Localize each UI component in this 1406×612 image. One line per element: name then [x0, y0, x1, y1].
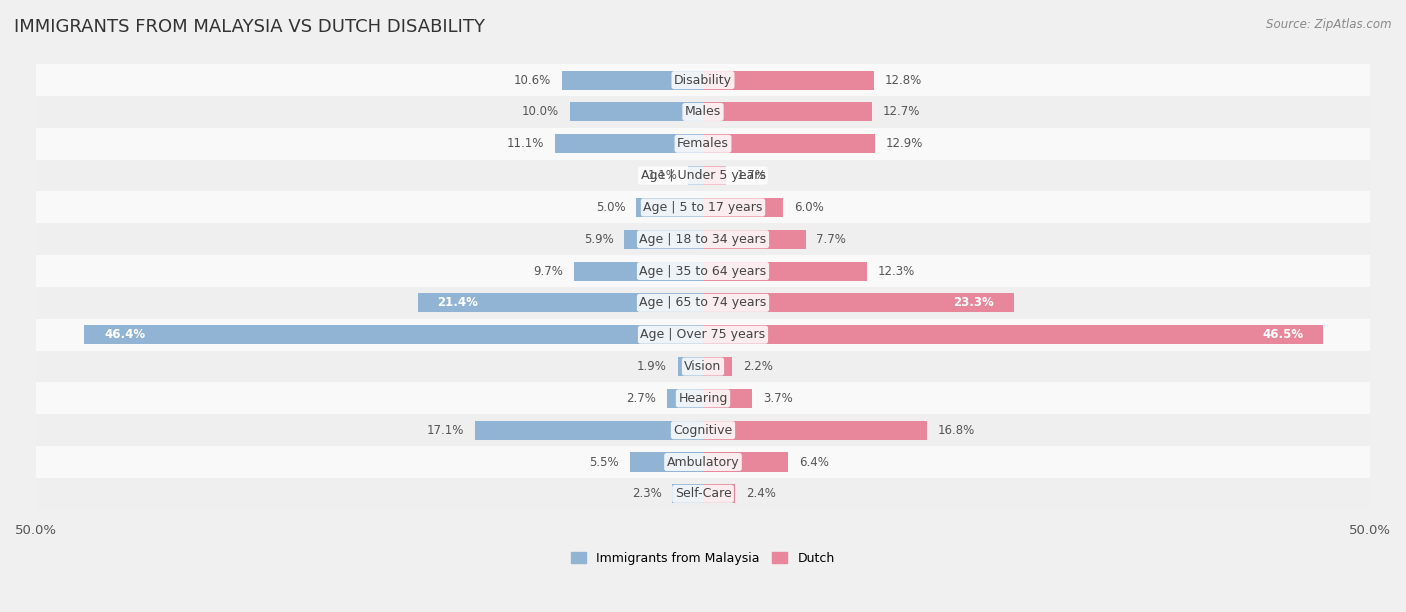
Bar — [703, 261, 868, 281]
Bar — [475, 420, 703, 440]
Bar — [37, 64, 1369, 96]
Text: IMMIGRANTS FROM MALAYSIA VS DUTCH DISABILITY: IMMIGRANTS FROM MALAYSIA VS DUTCH DISABI… — [14, 18, 485, 36]
Bar — [555, 134, 703, 154]
Bar — [37, 287, 1369, 319]
Text: 3.7%: 3.7% — [763, 392, 793, 405]
Text: 12.7%: 12.7% — [883, 105, 921, 119]
Text: 16.8%: 16.8% — [938, 424, 974, 437]
Bar — [561, 70, 703, 90]
Text: 1.1%: 1.1% — [648, 169, 678, 182]
Text: 9.7%: 9.7% — [533, 264, 562, 278]
Text: Cognitive: Cognitive — [673, 424, 733, 437]
Bar — [637, 198, 703, 217]
Bar — [672, 484, 703, 504]
Bar — [703, 134, 875, 154]
Text: Disability: Disability — [673, 73, 733, 87]
Text: 46.5%: 46.5% — [1263, 328, 1303, 341]
Text: Age | 35 to 64 years: Age | 35 to 64 years — [640, 264, 766, 278]
Bar — [703, 230, 806, 249]
Bar — [418, 293, 703, 313]
Bar — [37, 128, 1369, 160]
Text: 1.7%: 1.7% — [737, 169, 766, 182]
Text: 12.3%: 12.3% — [877, 264, 915, 278]
Text: Ambulatory: Ambulatory — [666, 455, 740, 469]
Text: 5.9%: 5.9% — [583, 233, 613, 246]
Text: Self-Care: Self-Care — [675, 487, 731, 501]
Bar — [37, 160, 1369, 192]
Bar — [37, 96, 1369, 128]
Bar — [703, 484, 735, 504]
Bar — [37, 351, 1369, 382]
Bar — [630, 452, 703, 472]
Text: 23.3%: 23.3% — [953, 296, 994, 310]
Legend: Immigrants from Malaysia, Dutch: Immigrants from Malaysia, Dutch — [571, 552, 835, 565]
Bar — [689, 166, 703, 185]
Text: 6.4%: 6.4% — [799, 455, 830, 469]
Text: 2.7%: 2.7% — [627, 392, 657, 405]
Text: 5.5%: 5.5% — [589, 455, 619, 469]
Text: Males: Males — [685, 105, 721, 119]
Text: Source: ZipAtlas.com: Source: ZipAtlas.com — [1267, 18, 1392, 31]
Bar — [37, 414, 1369, 446]
Text: 2.4%: 2.4% — [745, 487, 776, 501]
Bar — [37, 223, 1369, 255]
Text: 12.9%: 12.9% — [886, 137, 924, 151]
Bar — [703, 325, 1323, 345]
Text: 46.4%: 46.4% — [104, 328, 145, 341]
Text: Hearing: Hearing — [678, 392, 728, 405]
Bar — [703, 357, 733, 376]
Bar — [703, 293, 1014, 313]
Bar — [703, 420, 927, 440]
Bar — [569, 102, 703, 122]
Text: Females: Females — [678, 137, 728, 151]
Bar — [37, 255, 1369, 287]
Bar — [84, 325, 703, 345]
Text: 7.7%: 7.7% — [817, 233, 846, 246]
Text: Age | Under 5 years: Age | Under 5 years — [641, 169, 765, 182]
Bar — [703, 70, 873, 90]
Text: 11.1%: 11.1% — [508, 137, 544, 151]
Text: 17.1%: 17.1% — [427, 424, 464, 437]
Bar — [703, 166, 725, 185]
Bar — [574, 261, 703, 281]
Text: Age | 18 to 34 years: Age | 18 to 34 years — [640, 233, 766, 246]
Text: 1.9%: 1.9% — [637, 360, 666, 373]
Text: 2.2%: 2.2% — [742, 360, 773, 373]
Bar — [666, 389, 703, 408]
Bar — [37, 192, 1369, 223]
Text: 5.0%: 5.0% — [596, 201, 626, 214]
Bar — [624, 230, 703, 249]
Text: Age | Over 75 years: Age | Over 75 years — [641, 328, 765, 341]
Text: 21.4%: 21.4% — [437, 296, 478, 310]
Bar — [37, 319, 1369, 351]
Text: 10.0%: 10.0% — [522, 105, 560, 119]
Text: Age | 65 to 74 years: Age | 65 to 74 years — [640, 296, 766, 310]
Text: 6.0%: 6.0% — [794, 201, 824, 214]
Bar — [703, 389, 752, 408]
Bar — [37, 446, 1369, 478]
Bar — [678, 357, 703, 376]
Bar — [703, 198, 783, 217]
Text: 2.3%: 2.3% — [631, 487, 662, 501]
Text: 10.6%: 10.6% — [513, 73, 551, 87]
Text: Vision: Vision — [685, 360, 721, 373]
Bar — [703, 102, 872, 122]
Bar — [37, 478, 1369, 510]
Text: Age | 5 to 17 years: Age | 5 to 17 years — [644, 201, 762, 214]
Bar — [703, 452, 789, 472]
Bar — [37, 382, 1369, 414]
Text: 12.8%: 12.8% — [884, 73, 922, 87]
